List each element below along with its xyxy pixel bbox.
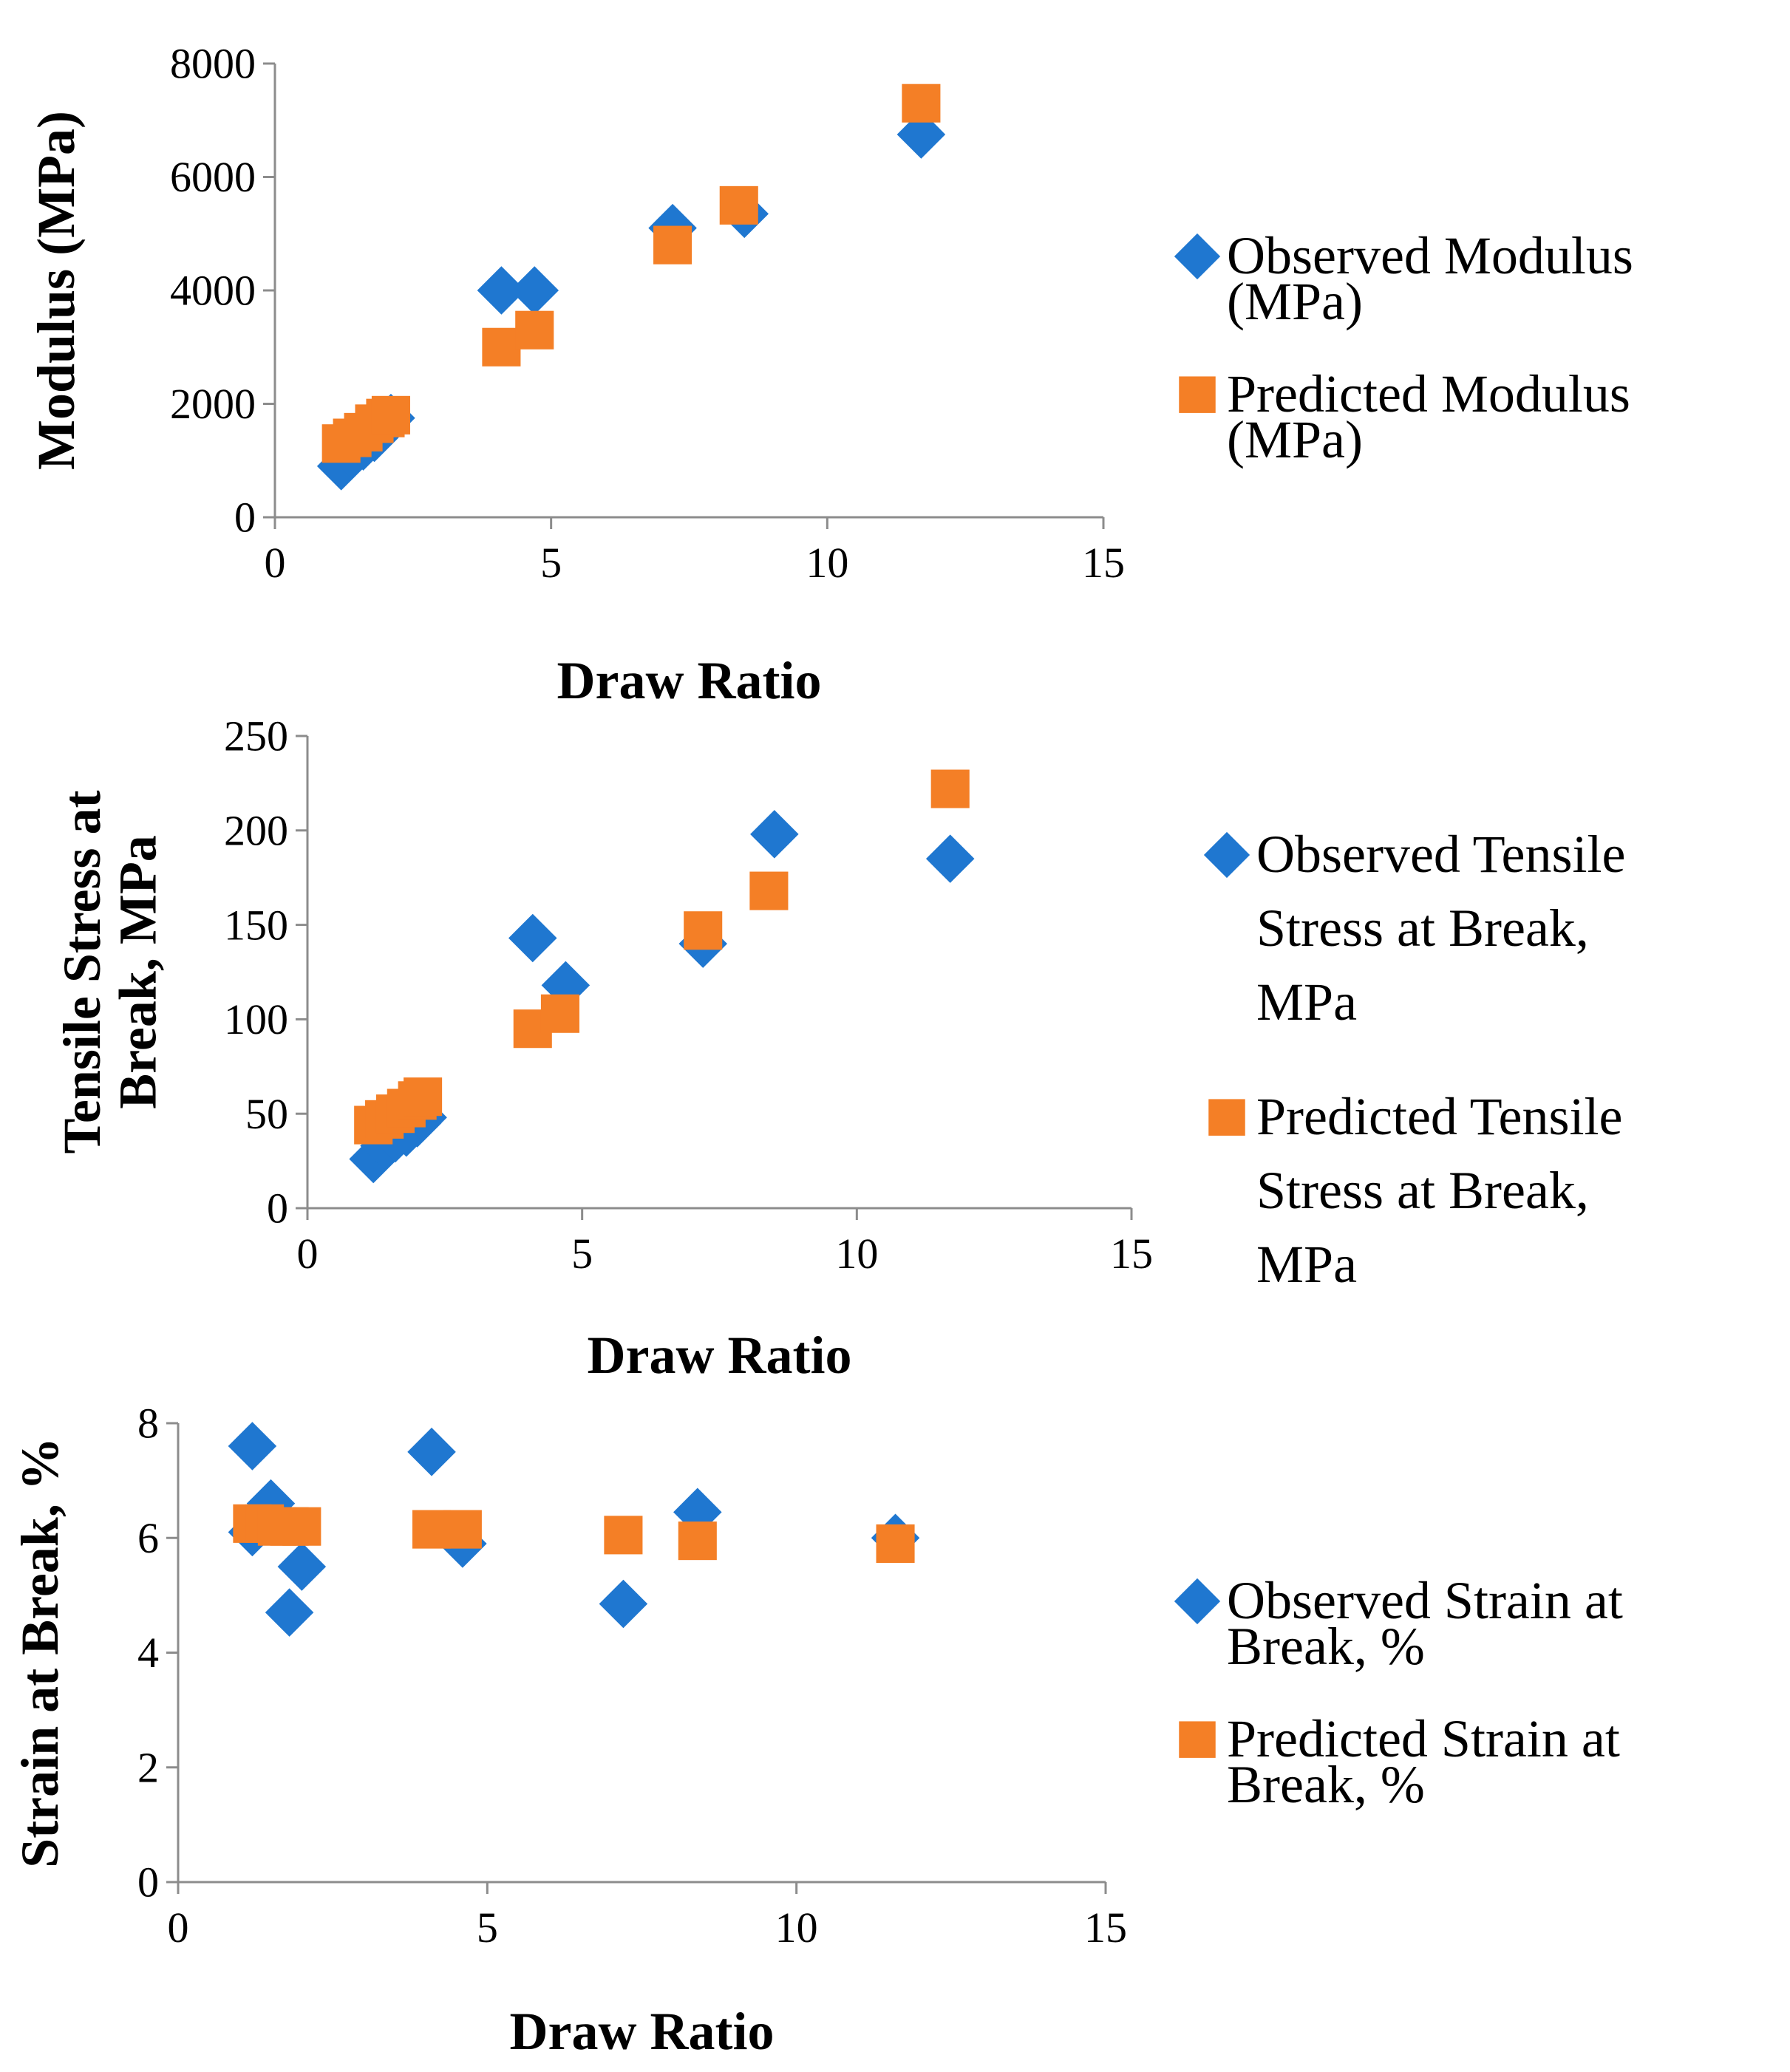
x-axis-title: Draw Ratio [557,651,822,710]
y-tick-label: 0 [267,1185,288,1233]
predicted-point [678,1521,717,1561]
y-axis-title-line: Break, MPa [109,835,168,1109]
observed-point [277,1542,327,1591]
y-tick-label: 100 [224,995,288,1043]
y-tick-label: 4000 [170,267,256,315]
observed-point [246,1479,296,1528]
y-tick-label: 250 [224,712,288,760]
legend-marker-predicted [1179,1721,1216,1758]
legend-marker-predicted [1179,376,1216,413]
chart-panel-2: 0 50 100 150 200 250 0 5 10 15 Draw Ratio Tensile S… [52,712,1626,1385]
legend-marker-observed [1174,1578,1221,1625]
y-axis-title-line: Strain at Break, % [10,1437,69,1868]
x-axis-title: Draw Ratio [588,1326,852,1385]
y-tick-label: 200 [224,807,288,855]
x-tick-label: 0 [265,539,286,587]
observed-point [508,913,557,963]
legend-label: (MPa) [1227,410,1363,469]
series-predicted [233,1504,915,1564]
legend: Observed Strain atBreak, %Predicted Stra… [1174,1571,1623,1814]
observed-point [228,1422,277,1470]
x-tick-label: 0 [297,1230,319,1278]
observed-point [599,1579,648,1629]
observed-point [510,266,559,315]
x-tick-label: 5 [540,539,562,587]
legend-label: Predicted Strain at [1227,1709,1620,1768]
chart-panel-1: 0 2000 4000 6000 8000 0 5 10 15 Draw Ratio Modulus… [27,40,1633,710]
x-tick-label: 15 [1082,539,1125,587]
predicted-point [404,1077,443,1117]
predicted-point [482,327,521,367]
legend: Observed Tensile Stress at Break, MPa Predi… [1203,825,1626,1294]
predicted-point [540,994,579,1033]
legend-marker-observed [1174,233,1221,280]
x-tick-label: 15 [1084,1904,1127,1952]
predicted-point [876,1524,915,1564]
y-tick-label: 6 [137,1514,159,1562]
x-tick-label: 0 [168,1904,189,1952]
predicted-point [749,871,789,910]
legend-label: Stress at Break, [1256,899,1589,958]
legend-label: Predicted Modulus [1227,364,1630,423]
y-tick-label: 150 [224,901,288,949]
observed-point [925,834,975,883]
series-observed [349,810,975,1184]
legend-label: MPa [1256,972,1357,1032]
y-axis-title-line: Modulus (MPa) [27,111,86,470]
y-axis-title: Strain at Break, % [10,1437,69,1868]
series-predicted [354,769,970,1145]
y-axis-title: Modulus (MPa) [27,111,86,470]
series-observed [228,1422,920,1637]
legend-label: (MPa) [1227,272,1363,331]
y-tick-label: 50 [245,1090,288,1138]
predicted-point [902,84,941,123]
predicted-point [515,310,554,350]
observed-point [750,810,799,859]
y-tick-label: 4 [137,1629,159,1677]
x-tick-label: 5 [571,1230,593,1278]
predicted-point [443,1510,482,1549]
legend-label: Observed Strain at [1227,1571,1623,1630]
predicted-point [371,395,410,434]
legend-label: Predicted Tensile [1256,1087,1623,1146]
x-tick-label: 5 [477,1904,498,1952]
y-tick-label: 0 [234,494,256,542]
y-tick-label: 8 [137,1400,159,1448]
legend-label: MPa [1256,1235,1357,1294]
x-axis-title: Draw Ratio [510,2002,775,2061]
legend-marker-observed [1203,831,1250,879]
y-tick-label: 6000 [170,153,256,201]
legend-label: Observed Tensile [1256,825,1626,884]
y-axis-title-line: Tensile Stress at [52,790,112,1153]
x-tick-label: 15 [1110,1230,1153,1278]
y-tick-label: 0 [137,1858,159,1906]
predicted-point [653,225,692,265]
legend-label: Break, % [1227,1617,1425,1676]
predicted-point [719,185,758,225]
chart-panel-3: 0 2 4 6 8 0 5 10 15 Draw Ratio Strain at Break, % O… [10,1400,1623,2061]
legend-label: Break, % [1227,1755,1425,1814]
x-tick-label: 10 [806,539,848,587]
legend-marker-predicted [1208,1099,1245,1136]
observed-point [896,110,946,159]
x-tick-label: 10 [835,1230,878,1278]
predicted-point [604,1516,643,1555]
y-tick-label: 2 [137,1743,159,1791]
y-tick-label: 2000 [170,380,256,428]
series-predicted [321,84,941,463]
legend: Observed Modulus(MPa)Predicted Modulus(M… [1174,226,1633,469]
observed-point [407,1428,456,1476]
x-tick-label: 10 [775,1904,818,1952]
legend-label: Observed Modulus [1227,226,1633,285]
legend-label: Stress at Break, [1256,1161,1589,1220]
predicted-point [930,769,970,808]
observed-point [477,266,526,315]
y-axis-title: Tensile Stress atBreak, MPa [52,790,168,1153]
predicted-point [282,1507,321,1546]
predicted-point [684,911,723,950]
series-observed [316,110,946,491]
y-tick-label: 8000 [170,40,256,88]
observed-point [265,1588,314,1637]
